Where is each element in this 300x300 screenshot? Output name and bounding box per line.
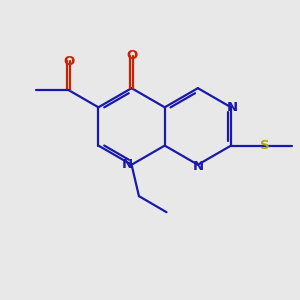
Text: N: N [192,160,203,173]
Text: S: S [260,139,269,152]
Text: N: N [227,101,238,114]
Text: N: N [122,158,133,171]
Text: O: O [63,55,74,68]
Text: O: O [126,49,137,62]
